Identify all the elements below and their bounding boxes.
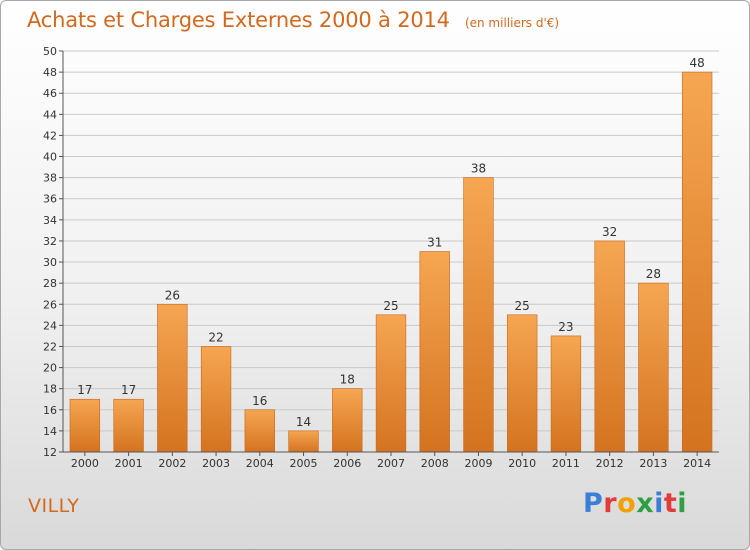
bar-2006 <box>332 388 363 453</box>
x-tick-label-2003: 2003 <box>202 457 230 470</box>
bar-layer <box>69 71 713 453</box>
label-layer: 17 17 26 22 16 14 18 25 31 38 25 23 32 28 48 <box>77 56 705 429</box>
x-tick-label-2004: 2004 <box>246 457 274 470</box>
x-tick-label-2013: 2013 <box>639 457 667 470</box>
logo-letter: o <box>617 488 637 519</box>
commune-name: VILLY <box>28 495 80 517</box>
y-tick-label: 48 <box>43 66 57 79</box>
logo-letter: i <box>677 488 688 519</box>
x-tick-label-2009: 2009 <box>464 457 492 470</box>
data-label-2004: 16 <box>252 394 267 408</box>
data-label-2001: 17 <box>121 383 136 397</box>
x-tick-label-2002: 2002 <box>158 457 186 470</box>
y-tick-label: 28 <box>43 277 57 290</box>
logo-letter: P <box>583 488 604 519</box>
y-tick-label: 50 <box>43 45 57 58</box>
y-tick-label: 32 <box>43 235 57 248</box>
bar-2012 <box>594 240 625 453</box>
bar-2004 <box>244 409 275 453</box>
data-label-2006: 18 <box>340 373 355 387</box>
bar-2014 <box>681 71 713 453</box>
axis-layer: 12 14 16 18 20 22 24 26 28 30 32 34 36 38 40 42 44 46 48 50… <box>43 45 719 470</box>
y-tick-label: 26 <box>43 298 57 311</box>
x-tick-label-2005: 2005 <box>290 457 318 470</box>
data-label-2002: 26 <box>165 288 180 302</box>
logo-letter: i <box>654 488 664 519</box>
x-tick-label-2001: 2001 <box>115 457 143 470</box>
bar-2007 <box>375 314 407 453</box>
data-label-2011: 23 <box>558 320 573 334</box>
x-tick-label-2008: 2008 <box>421 457 449 470</box>
y-tick-label: 34 <box>43 214 57 227</box>
logo-letter: r <box>603 488 618 519</box>
y-tick-label: 18 <box>43 383 57 396</box>
y-tick-label: 46 <box>43 87 57 100</box>
x-tick-label-2012: 2012 <box>596 457 624 470</box>
data-label-2005: 14 <box>296 415 311 429</box>
chart-title: Achats et Charges Externes 2000 à 2014 <box>27 8 450 32</box>
title-row: Achats et Charges Externes 2000 à 2014 (… <box>27 8 559 32</box>
x-tick-label-2000: 2000 <box>71 457 99 470</box>
x-tick-label-2011: 2011 <box>552 457 580 470</box>
bar-2011 <box>550 335 582 453</box>
data-label-2012: 32 <box>602 225 617 239</box>
y-tick-label: 14 <box>43 425 57 438</box>
y-tick-label: 40 <box>43 151 57 164</box>
y-tick-label: 12 <box>43 446 57 459</box>
x-tick-label-2007: 2007 <box>377 457 405 470</box>
bar-2002 <box>157 303 188 453</box>
data-label-2009: 38 <box>471 162 486 176</box>
bar-2013 <box>638 282 669 453</box>
y-tick-label: 24 <box>43 319 57 332</box>
bar-2010 <box>507 314 538 453</box>
bar-2003 <box>200 346 232 453</box>
y-tick-label: 22 <box>43 340 57 353</box>
data-label-2013: 28 <box>646 267 661 281</box>
data-label-2003: 22 <box>208 330 223 344</box>
bar-2005 <box>288 430 319 453</box>
y-tick-label: 36 <box>43 193 57 206</box>
data-label-2008: 31 <box>427 236 442 250</box>
x-tick-label-2014: 2014 <box>683 457 711 470</box>
data-label-2014: 48 <box>689 56 704 70</box>
y-tick-label: 38 <box>43 172 57 185</box>
data-label-2007: 25 <box>383 299 398 313</box>
logo-letter: t <box>663 488 678 519</box>
y-tick-label: 30 <box>43 256 57 269</box>
logo-letter: x <box>636 488 655 519</box>
x-tick-label-2010: 2010 <box>508 457 536 470</box>
bar-2001 <box>113 398 144 453</box>
bar-2008 <box>419 251 450 453</box>
y-tick-label: 42 <box>43 129 57 142</box>
y-tick-label: 16 <box>43 404 57 417</box>
data-label-2000: 17 <box>77 383 92 397</box>
y-tick-label: 20 <box>43 362 57 375</box>
data-label-2010: 25 <box>515 299 530 313</box>
bar-2009 <box>463 177 494 453</box>
y-tick-label: 44 <box>43 108 57 121</box>
bar-2000 <box>69 398 101 453</box>
proxiti-logo: Proxiti <box>583 488 687 519</box>
x-tick-label-2006: 2006 <box>333 457 361 470</box>
unit-note: (en milliers d'€) <box>464 16 560 30</box>
